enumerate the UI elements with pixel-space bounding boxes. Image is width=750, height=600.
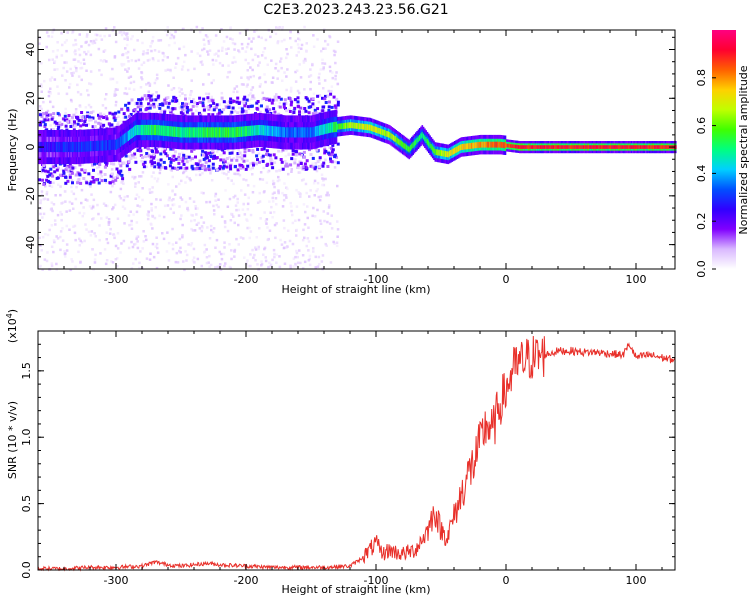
snr-y-label: SNR (10 * v/v)	[6, 401, 19, 479]
snr-background	[38, 331, 675, 570]
spectrogram-y-label: Frequency (Hz)	[6, 109, 19, 192]
snr-y-scale: (x104)	[5, 309, 20, 343]
figure-title: C2E3.2023.243.23.56.G21	[263, 2, 448, 18]
colorbar-ticks: 0.0 0.2 0.4 0.6 0.8	[695, 69, 716, 278]
spectrogram-x-tick-label: -300	[104, 273, 129, 286]
snr-x-tick-label: -300	[104, 574, 129, 587]
snr-x-tick-label: 0	[503, 574, 510, 587]
spectrogram-y-tick-label: -40	[24, 236, 37, 254]
snr-y-ticks: 0.0 0.5 1.0 1.5	[20, 343, 675, 579]
snr-x-ticks: -300 -200 -100 0 100	[37, 331, 663, 587]
spectrogram-x-tick-label: -200	[234, 273, 259, 286]
spectrogram-y-tick-label: 40	[24, 43, 37, 57]
snr-x-tick-label: -200	[234, 574, 259, 587]
snr-panel: -300 -200 -100 0 100 0.0 0.5 1.0 1.5 Height of …	[5, 309, 676, 596]
colorbar-tick-label: 0.6	[695, 117, 708, 135]
snr-x-tick-label: -100	[364, 574, 389, 587]
colorbar: 0.0 0.2 0.4 0.6 0.8 Normalized spectral ampl…	[695, 30, 750, 278]
colorbar-tick-label: 0.0	[695, 260, 708, 278]
spectrogram-x-tick-label: 100	[626, 273, 647, 286]
spectrogram-x-ticks: -300 -200 -100 0 100	[37, 30, 663, 286]
snr-y-tick-label: 1.5	[20, 362, 33, 380]
spectrogram-y-tick-label: 20	[24, 91, 37, 105]
snr-y-tick-label: 1.0	[20, 428, 33, 446]
snr-x-tick-label: 100	[626, 574, 647, 587]
spectrogram-y-tick-label: 0	[24, 144, 37, 151]
colorbar-scale	[712, 30, 736, 269]
spectrogram-y-tick-label: -20	[24, 187, 37, 205]
colorbar-tick-label: 0.8	[695, 69, 708, 87]
spectrogram-x-tick-label: -100	[364, 273, 389, 286]
colorbar-tick-label: 0.2	[695, 212, 708, 230]
spectrogram-frame	[37, 29, 676, 270]
snr-y-tick-label: 0.0	[20, 561, 33, 579]
spectrogram-x-label: Height of straight line (km)	[281, 283, 430, 296]
spectrogram-y-ticks: -40 -20 0 20 40	[24, 36, 675, 258]
snr-series-line	[37, 335, 676, 572]
colorbar-tick-label: 0.4	[695, 165, 708, 183]
spectrogram-x-tick-label: 0	[503, 273, 510, 286]
snr-y-tick-label: 0.5	[20, 495, 33, 512]
colorbar-label: Normalized spectral amplitude	[737, 65, 750, 234]
snr-x-label: Height of straight line (km)	[281, 583, 430, 596]
